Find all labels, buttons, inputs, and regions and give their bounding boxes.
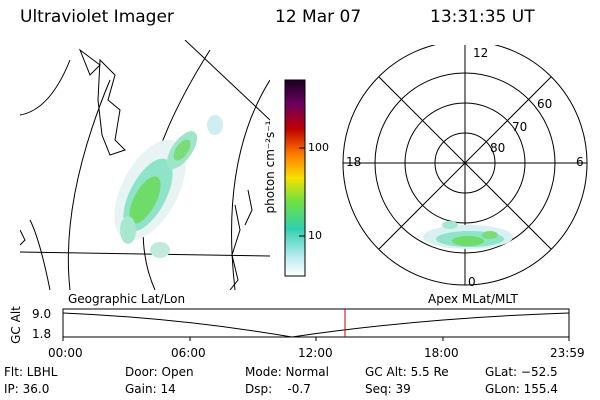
aurora-emission (114, 115, 223, 258)
date-label: 12 Mar 07 (275, 7, 362, 27)
alt-tick-9: 9.0 (32, 307, 52, 321)
glon-readout: GLon: 155.4 (485, 382, 558, 396)
gc-alt-readout: GC Alt: 5.5 Re (365, 365, 449, 379)
dsp-readout: Dsp: -0.7 (245, 382, 311, 396)
polar-plot (342, 45, 588, 286)
geographic-map (20, 40, 270, 290)
altitude-strip-chart (62, 308, 570, 341)
instrument-title: Ultraviolet Imager (20, 7, 174, 27)
colorbar-unit-label: photon cm⁻²s⁻¹ (263, 120, 277, 214)
alt-tick-1.8: 1.8 (32, 327, 52, 341)
polar-aurora-emission (423, 221, 513, 249)
seq-readout: Seq: 39 (365, 382, 411, 396)
mlt-label-0: 0 (468, 275, 476, 289)
door-readout: Door: Open (125, 365, 194, 379)
time-tick-0600: 06:00 (171, 346, 206, 360)
mode-readout: Mode: Normal (245, 365, 329, 379)
lat-label-80: 80 (490, 141, 506, 155)
intensity-colorbar (284, 79, 306, 277)
mlt-label-6: 6 (576, 155, 584, 169)
time-tick-1200: 12:00 (298, 346, 333, 360)
time-tick-2359: 23:59 (550, 346, 585, 360)
geographic-lat-lon-title: Geographic Lat/Lon (68, 292, 186, 306)
time-tick-1800: 18:00 (424, 346, 459, 360)
altitude-curve (62, 312, 570, 338)
apex-mlat-mlt-title: Apex MLat/MLT (428, 292, 518, 306)
lat-label-70: 70 (512, 120, 528, 134)
lat-label-60: 60 (537, 97, 553, 111)
colorbar-tick-10: 10 (308, 229, 322, 242)
glat-readout: GLat: −52.5 (485, 365, 558, 379)
time-tick-0000: 00:00 (48, 346, 83, 360)
mlt-label-18: 18 (346, 155, 362, 169)
mlt-label-12: 12 (473, 46, 489, 60)
colorbar-tick-100: 100 (308, 141, 329, 154)
filter-readout: Flt: LBHL (4, 365, 58, 379)
time-label: 13:31:35 UT (430, 7, 535, 27)
gc-alt-axis-label: GC Alt (9, 306, 23, 344)
ip-readout: IP: 36.0 (4, 382, 50, 396)
gain-readout: Gain: 14 (125, 382, 176, 396)
